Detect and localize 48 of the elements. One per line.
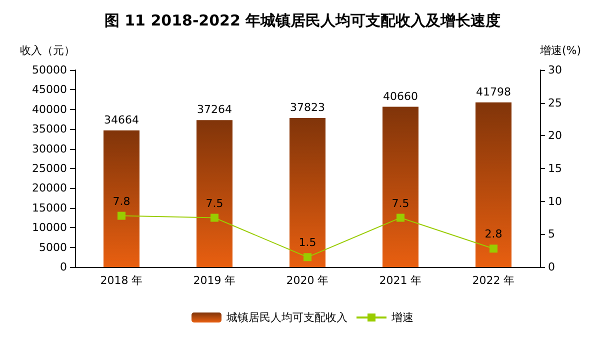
y-tick-label: 35000 [32,122,67,136]
point [210,214,218,222]
bar [476,102,512,267]
y2-tick-label: 10 [548,194,562,208]
data-label: 1.5 [298,236,316,250]
y-tick-label: 45000 [32,83,67,96]
y-axis-title: 收入（元） [20,44,75,57]
data-label: 37823 [290,100,325,114]
data-label: 7.5 [392,196,410,210]
y-tick-label: 15000 [32,201,67,214]
data-label: 41798 [476,85,511,98]
bar [290,118,326,267]
y-tick-label: 25000 [32,162,67,175]
chart-title: 图 11 2018-2022 年城镇居民人均可支配收入及增长速度 [104,12,501,30]
y2-tick-label: 0 [548,260,555,274]
y2-axis-title: 增速(%) [539,44,582,57]
y-tick-label: 50000 [32,64,67,76]
legend-label: 增速 [390,311,414,324]
x-tick-label: 2022 年 [472,274,515,287]
x-tick-label: 2018 年 [100,274,143,287]
data-label: 34664 [104,113,139,126]
data-label: 7.5 [206,196,224,210]
y2-tick-label: 25 [548,96,562,110]
data-label: 37264 [197,103,232,116]
data-label: 2.8 [484,228,502,241]
y2-tick-label: 20 [548,129,562,142]
point [490,244,498,253]
y-tick-label: 40000 [32,102,67,116]
data-label: 40660 [383,90,418,103]
y-tick-label: 30000 [32,142,67,156]
legend-label: 城镇居民人均可支配收入 [226,311,348,324]
point [304,253,312,262]
y-tick-label: 10000 [32,221,67,234]
point [396,214,404,222]
y-tick-label: 20000 [32,182,67,195]
bar [382,106,418,267]
y-tick-label: 5000 [39,240,67,254]
bar [196,120,232,267]
y-tick-label: 0 [60,260,67,274]
x-tick-label: 2019 年 [193,274,236,287]
y2-tick-label: 30 [548,64,562,76]
bar [104,130,140,267]
y2-tick-label: 5 [548,228,555,241]
y2-tick-label: 15 [548,162,562,175]
data-label: 7.8 [112,194,130,208]
x-tick-label: 2021 年 [379,274,422,287]
x-tick-label: 2020 年 [286,274,329,287]
point [118,212,126,220]
